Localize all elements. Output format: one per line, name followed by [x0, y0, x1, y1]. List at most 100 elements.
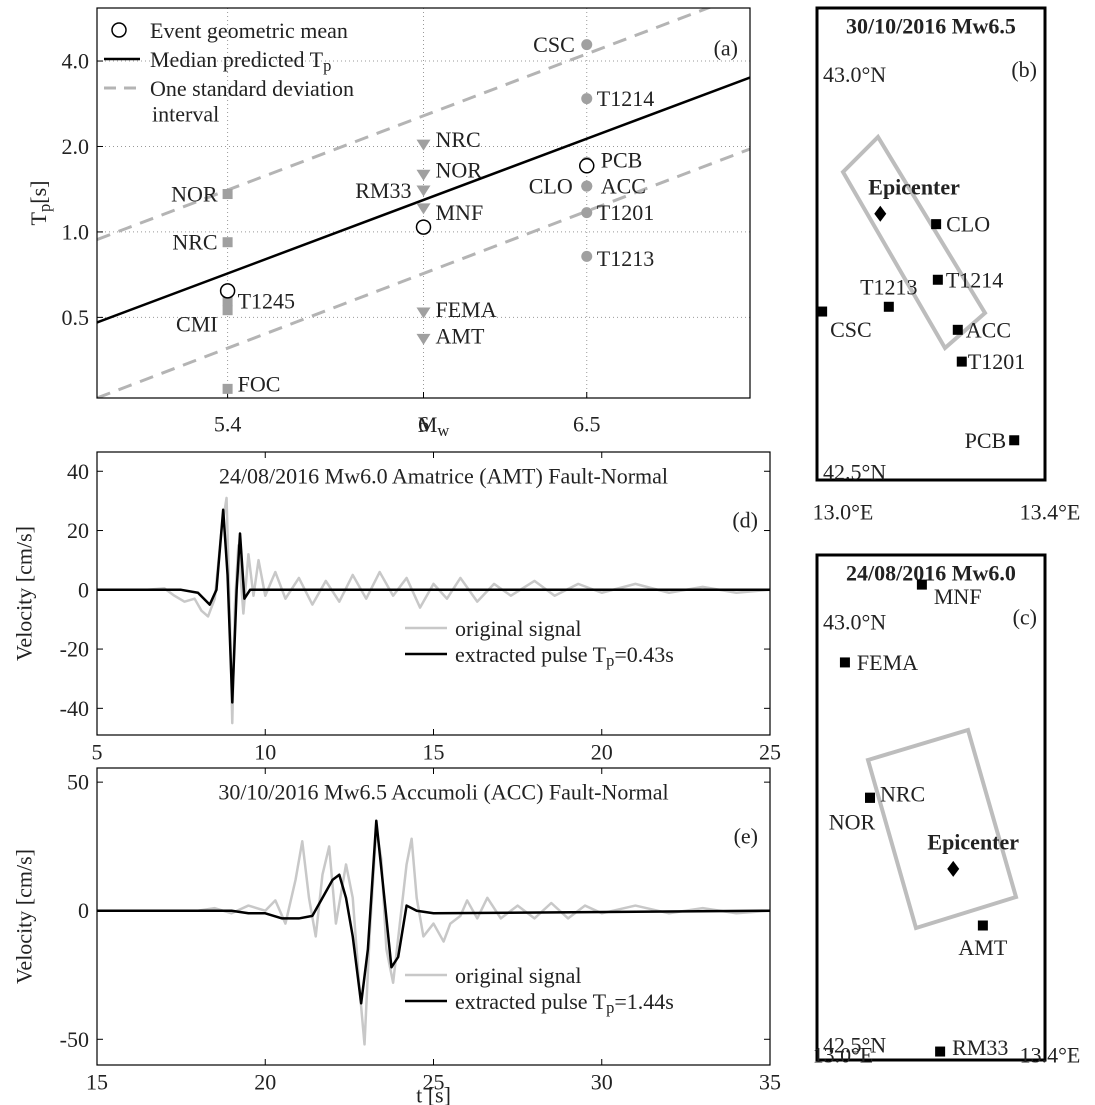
mean-marker [415, 219, 432, 235]
station-marker [916, 579, 927, 590]
data-line [97, 8, 713, 241]
station-marker [581, 180, 593, 192]
map-title: 24/08/2016 Mw6.0 [846, 561, 1016, 586]
station-label: NOR [829, 809, 876, 834]
station-label: MNF [934, 584, 982, 609]
station-marker [222, 237, 233, 248]
station-label: T1201 [968, 349, 1025, 374]
x-axis-label-part: M [418, 412, 438, 437]
x-tick-label: 15 [86, 1070, 108, 1095]
legend-label-part: One standard deviation [150, 76, 354, 101]
panel-label: (a) [714, 36, 738, 61]
epicenter-marker [874, 205, 887, 222]
station-label: T1245 [238, 289, 295, 314]
map-title: 30/10/2016 Mw6.5 [846, 14, 1016, 39]
legend-label-part: original signal [455, 616, 581, 641]
legend-label-part: =0.43s [614, 642, 673, 667]
y-axis-label: Tp[s] [26, 181, 54, 226]
lon-tick-label: 13.4°E [1020, 500, 1081, 525]
station-marker [222, 189, 233, 200]
data-line [97, 147, 750, 398]
x-tick-label: 6 [418, 412, 429, 437]
lat-tick-label: 42.5°N [823, 1032, 886, 1057]
station-label: CLO [529, 174, 573, 199]
legend-label-part: p [606, 651, 614, 670]
map-frame [815, 553, 1047, 1062]
station-marker [956, 356, 967, 367]
legend-label-part: p [323, 56, 331, 75]
station-label: T1213 [860, 274, 917, 299]
y-axis-label-part: [s] [26, 181, 51, 204]
station-marker [222, 305, 233, 316]
y-tick-label: 0.5 [62, 305, 90, 330]
x-tick-label: 35 [759, 1070, 781, 1095]
legend-label-part: =1.44s [614, 989, 673, 1014]
y-tick-label: 20 [67, 518, 89, 543]
map-frame [815, 6, 1047, 482]
station-marker [935, 1046, 946, 1057]
y-tick-label: 4.0 [62, 49, 90, 74]
legend-label-part: Median predicted T [150, 47, 324, 72]
station-label: ACC [966, 317, 1011, 342]
x-axis-label: t [s] [416, 1083, 451, 1105]
station-marker [581, 250, 593, 262]
station-label: CLO [946, 212, 990, 237]
x-tick-label: 25 [759, 740, 781, 765]
x-tick-label: 15 [423, 740, 445, 765]
station-marker [931, 219, 942, 230]
panel-label: (c) [1013, 604, 1037, 629]
lat-tick-label: 43.0°N [823, 609, 886, 634]
x-tick-label: 10 [254, 740, 276, 765]
station-label: FOC [238, 371, 281, 396]
legend-label: extracted pulse Tp=1.44s [455, 989, 674, 1017]
y-tick-label: -50 [60, 1027, 89, 1052]
station-label: NRC [880, 781, 925, 806]
panel-label: (d) [732, 508, 758, 533]
y-tick-label: 1.0 [62, 219, 90, 244]
station-label: FEMA [857, 650, 918, 675]
legend-label-part: p [606, 998, 614, 1017]
station-label: T1214 [946, 267, 1003, 292]
x-tick-label: 6.5 [573, 412, 601, 437]
station-marker [581, 39, 593, 51]
data-line [97, 76, 750, 324]
station-label: NOR [436, 157, 483, 182]
legend-label: original signal [455, 616, 581, 641]
lon-tick-label: 13.0°E [813, 500, 874, 525]
panel-label: (b) [1011, 57, 1037, 82]
legend-label-part: extracted pulse T [455, 642, 607, 667]
station-label: T1201 [597, 200, 654, 225]
mean-marker [579, 158, 595, 174]
epicenter-label: Epicenter [868, 174, 960, 199]
station-marker [883, 301, 894, 312]
station-label: MNF [436, 200, 484, 225]
lon-tick-label: 13.4°E [1020, 1043, 1081, 1068]
panel-label: (e) [734, 824, 758, 849]
plot-frame [96, 7, 751, 399]
y-tick-label: 0 [78, 577, 89, 602]
station-marker [416, 333, 431, 345]
y-axis-label-part: T [26, 211, 51, 225]
epicenter-label: Epicenter [927, 829, 1019, 854]
legend-label-part: original signal [455, 963, 581, 988]
station-marker [839, 657, 850, 668]
station-marker [581, 93, 593, 105]
station-marker [817, 306, 828, 317]
lat-tick-label: 42.5°N [823, 460, 886, 485]
fault-plane [865, 727, 1019, 931]
station-label: NOR [171, 182, 218, 207]
station-label: RM33 [355, 178, 411, 203]
lon-tick-label: 13.0°E [813, 1043, 874, 1068]
station-label: T1214 [597, 86, 654, 111]
legend-label: Median predicted Tp [150, 47, 331, 75]
station-label: AMT [958, 935, 1007, 960]
x-tick-label: 30 [591, 1070, 613, 1095]
x-axis-label-part: w [437, 421, 449, 440]
x-tick-label: 5.4 [214, 412, 242, 437]
chart-title: 30/10/2016 Mw6.5 Accumoli (ACC) Fault-No… [218, 780, 668, 805]
legend-label: One standard deviation [150, 76, 354, 101]
data-line [97, 496, 770, 725]
station-marker [1009, 435, 1020, 446]
data-line [97, 827, 770, 1046]
